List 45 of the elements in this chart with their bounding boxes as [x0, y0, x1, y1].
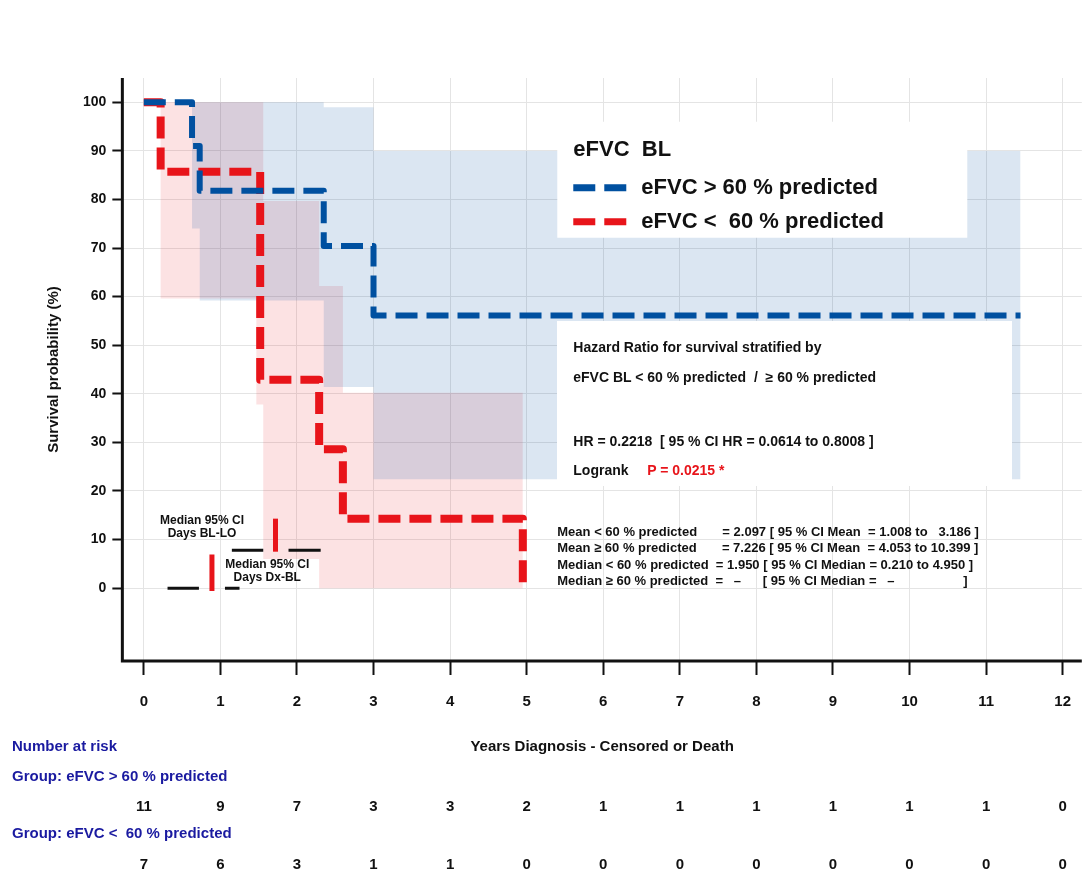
- x-tick-label: 9: [828, 692, 838, 710]
- x-axis-title: Years Diagnosis - Censored or Death: [470, 737, 734, 755]
- y-axis-title: Survival probability (%): [44, 286, 62, 453]
- text: 7 6 3 1 1 0 0 0 0 0 0 0 0: [139, 855, 1067, 873]
- annotation: Logrank: [573, 461, 629, 478]
- y-tick-label: 50: [90, 336, 107, 353]
- x-tick-label: 4: [445, 692, 455, 710]
- text: Group: eFVC < 60 % predicted: [12, 824, 232, 842]
- x-tick-label: 11: [978, 692, 995, 710]
- text: Number at risk: [12, 737, 118, 755]
- legend-label: eFVC < 60 % predicted: [641, 207, 884, 233]
- x-tick-label: 6: [599, 692, 608, 710]
- annotation: Median 95% CI Days Dx-BL: [225, 557, 310, 585]
- y-tick-label: 70: [90, 238, 107, 255]
- annotation: Median < 60 % predicted = 1.950 [ 95 % CI Median = 0.210 to 4.950 ]: [557, 556, 974, 572]
- annotation: HR = 0.2218 [ 95 % CI HR = 0.0614 to 0.8008 ]: [573, 432, 874, 449]
- x-tick-label: 2: [292, 692, 302, 710]
- y-tick-label: 10: [90, 530, 107, 547]
- y-tick-label: 0: [98, 578, 107, 595]
- legend-label: eFVC > 60 % predicted: [641, 173, 878, 199]
- annotation: P = 0.0215 *: [647, 461, 725, 478]
- annotation: eFVC BL < 60 % predicted / ≥ 60 % predicted: [573, 368, 876, 385]
- x-tick-label: 12: [1054, 692, 1071, 710]
- legend-title: eFVC BL: [573, 135, 672, 161]
- y-tick-label: 40: [90, 384, 107, 401]
- annotation: Mean < 60 % predicted = 2.097 [ 95 % CI Mean = 1.008 to 3.186 ]: [557, 523, 979, 539]
- annotation: Median 95% CI Days BL-LO: [159, 513, 245, 541]
- x-tick-label: 5: [522, 692, 531, 710]
- y-tick-label: 90: [90, 141, 107, 158]
- annotation: Hazard Ratio for survival stratified by: [573, 338, 822, 355]
- annotation: Mean ≥ 60 % predicted = 7.226 [ 95 % CI Mean = 4.053 to 10.399 ]: [557, 540, 979, 556]
- y-tick-label: 20: [90, 481, 107, 498]
- x-tick-label: 1: [216, 692, 225, 710]
- y-tick-label: 60: [90, 287, 107, 304]
- y-tick-label: 80: [90, 190, 107, 207]
- text: 11 9 7 3 3 2 1 1 1 1 1 1 0: [135, 797, 1067, 815]
- text: Group: eFVC > 60 % predicted: [12, 767, 228, 785]
- x-tick-label: 3: [369, 692, 378, 710]
- y-tick-label: 100: [83, 93, 107, 110]
- annotation: Median ≥ 60 % predicted = – [ 95 % CI Median = – ]: [557, 573, 968, 589]
- x-tick-label: 0: [139, 692, 148, 710]
- x-tick-label: 8: [752, 692, 761, 710]
- x-tick-label: 10: [901, 692, 918, 710]
- y-tick-label: 30: [90, 433, 107, 450]
- x-tick-label: 7: [675, 692, 684, 710]
